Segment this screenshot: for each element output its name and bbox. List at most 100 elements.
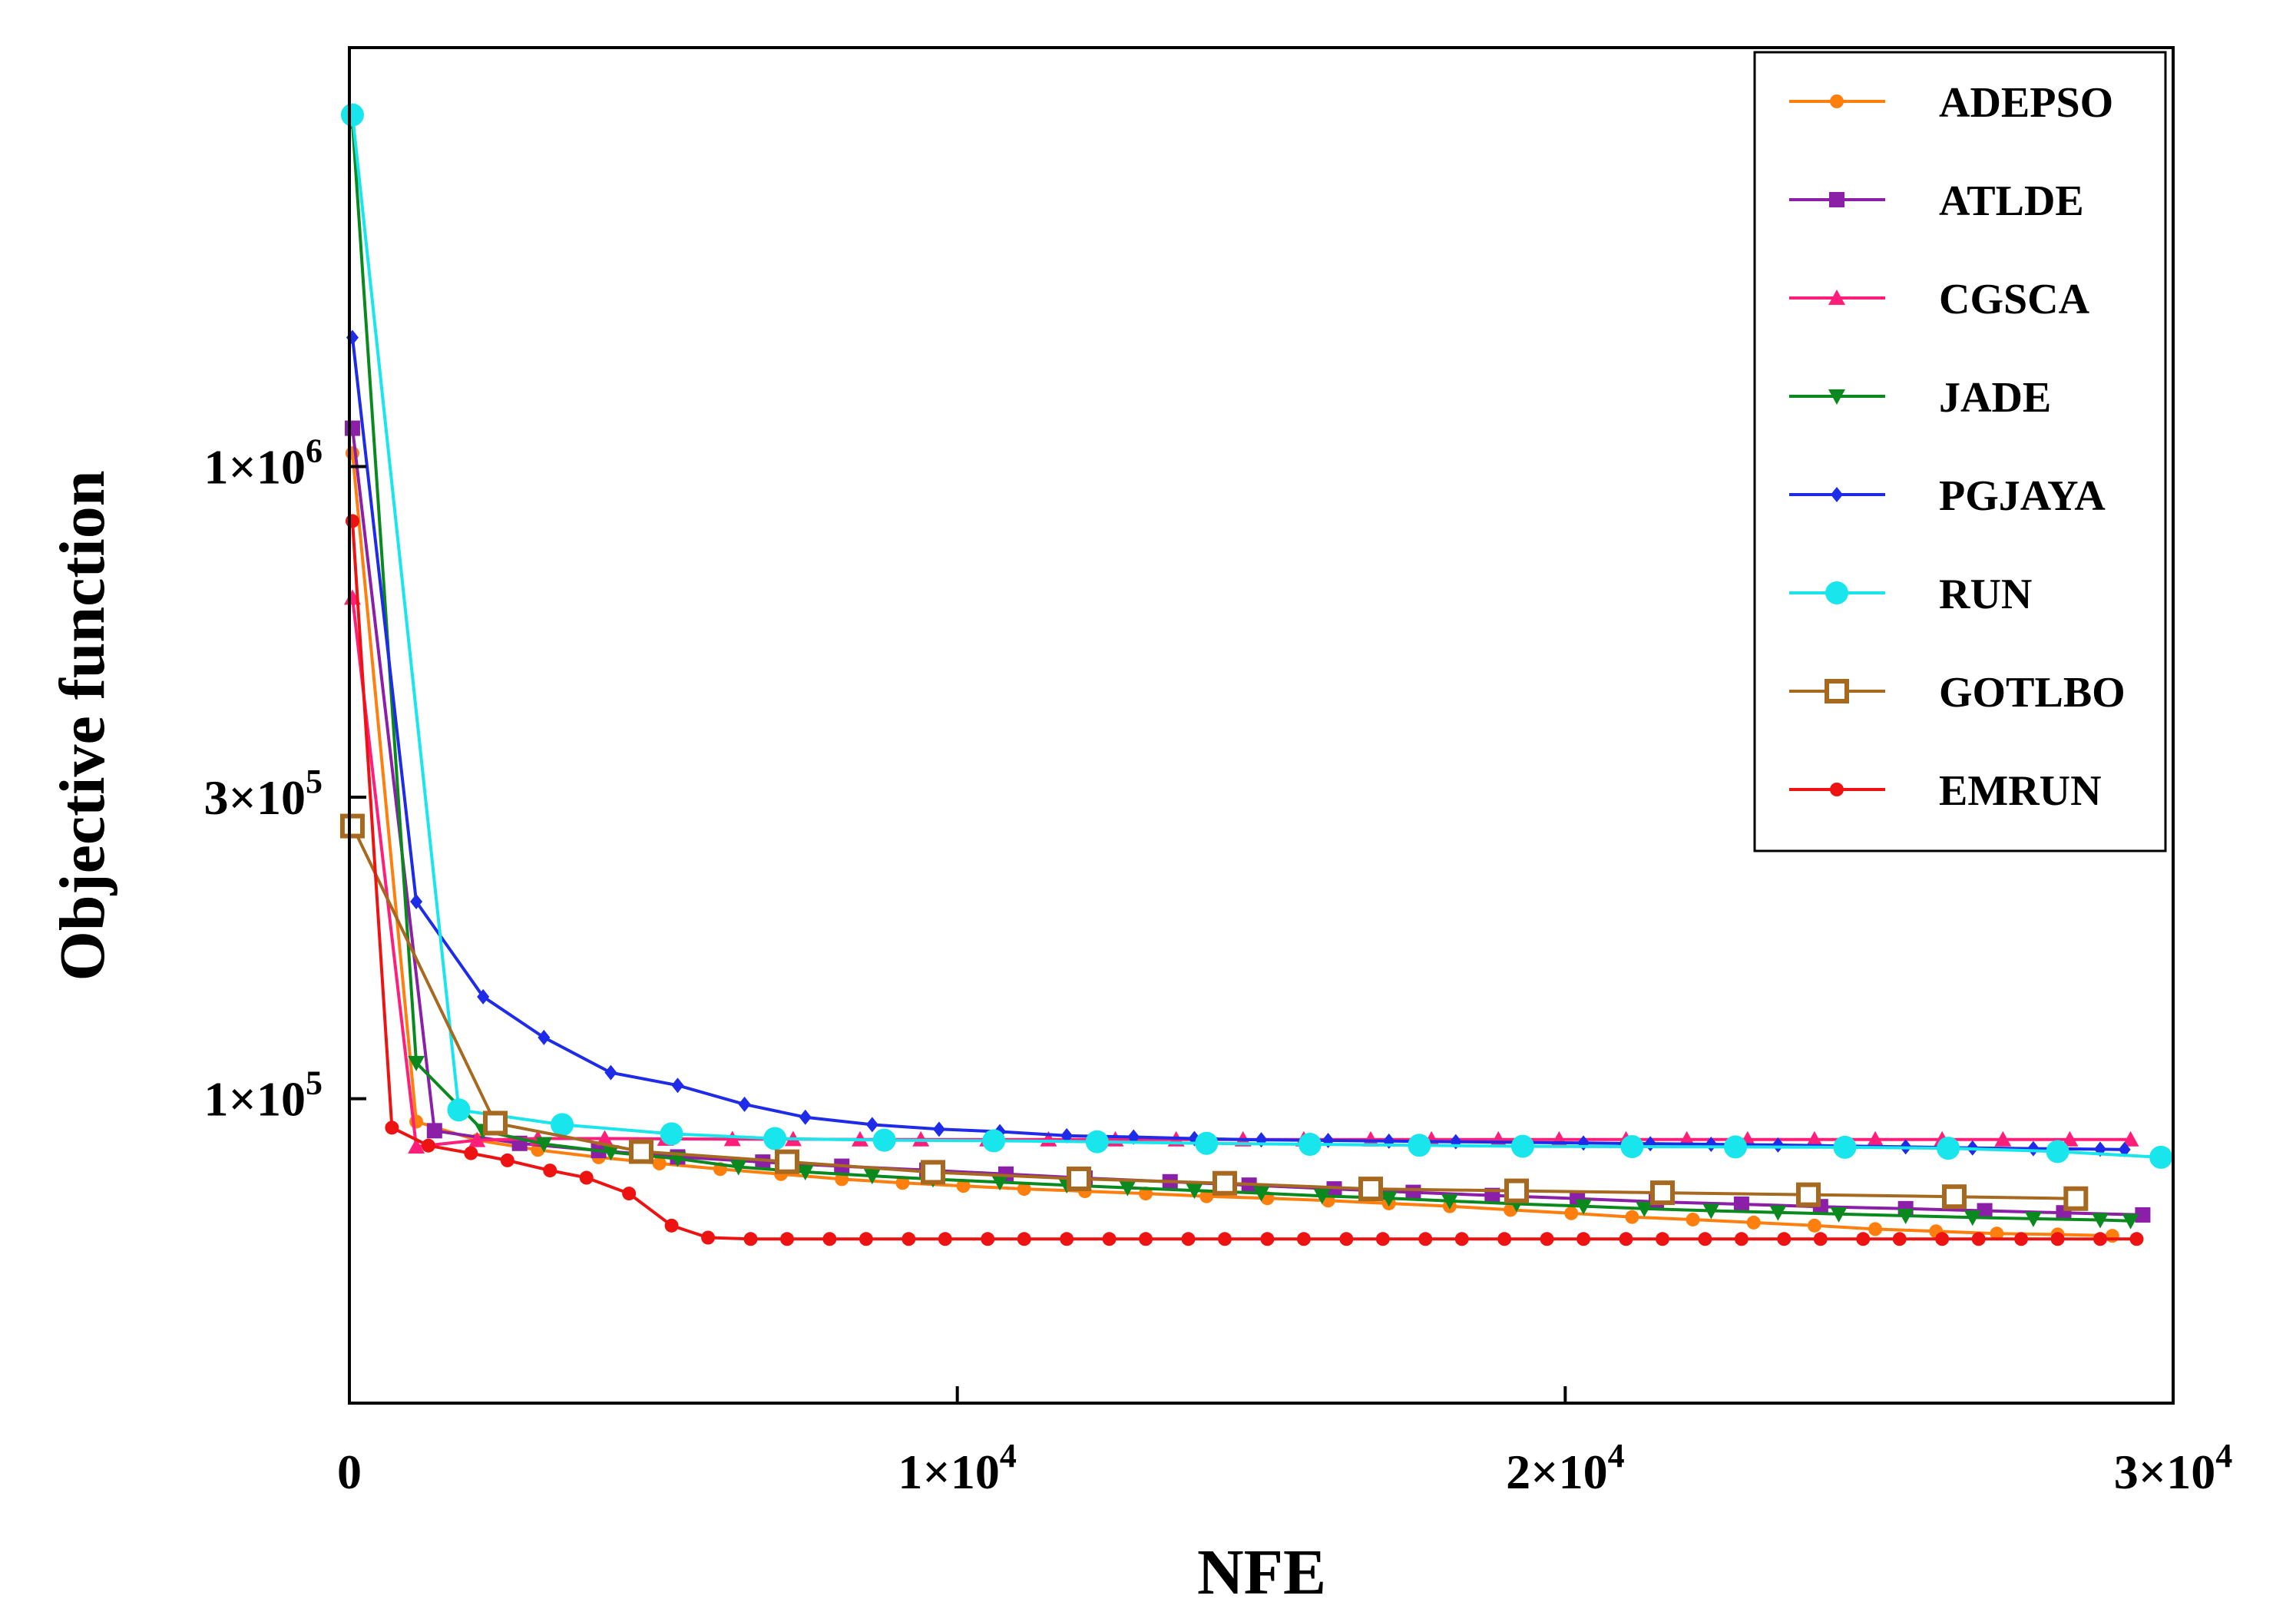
legend-item-pgjaya: PGJAYA	[1789, 472, 2106, 520]
point-emrun	[938, 1232, 952, 1246]
x-tick-label: 0	[337, 1445, 362, 1499]
legend-label: EMRUN	[1939, 767, 2102, 815]
point-emrun	[1139, 1232, 1153, 1246]
point-emrun	[421, 1138, 435, 1153]
point-emrun	[1454, 1232, 1469, 1246]
point-emrun	[1856, 1232, 1871, 1246]
point-gotlbo	[339, 813, 365, 839]
series-run	[340, 103, 2173, 1169]
point-run	[1937, 1137, 1960, 1160]
point-jade	[602, 1145, 620, 1161]
point-run	[660, 1122, 683, 1146]
point-pgjaya	[538, 1029, 551, 1045]
point-run	[2149, 1145, 2173, 1169]
point-pgjaya	[1772, 1137, 1785, 1153]
point-run	[340, 103, 364, 127]
point-jade	[729, 1160, 747, 1176]
point-cgsca	[2122, 1130, 2139, 1147]
point-jade	[1380, 1191, 1398, 1207]
point-adepso	[652, 1156, 667, 1170]
point-gotlbo	[1942, 1184, 1967, 1210]
point-run	[1724, 1135, 1747, 1159]
series-line-run	[351, 114, 2162, 1159]
legend-box	[1753, 51, 2167, 852]
point-jade	[1441, 1193, 1458, 1210]
point-emrun	[1418, 1232, 1433, 1246]
legend-marker	[1829, 192, 1844, 207]
y-tick-exponent: 5	[306, 1064, 323, 1102]
point-run	[1195, 1131, 1219, 1155]
point-jade	[1313, 1189, 1331, 1205]
legend-marker	[1830, 94, 1844, 108]
point-emrun	[743, 1232, 758, 1246]
point-cgsca	[596, 1130, 614, 1146]
point-emrun	[1181, 1232, 1196, 1246]
legend-label: RUN	[1939, 571, 2032, 618]
legend-marker	[1828, 389, 1845, 405]
legend-marker	[1828, 290, 1845, 305]
point-cgsca	[723, 1130, 741, 1147]
point-run	[2046, 1140, 2069, 1164]
point-jade	[863, 1169, 881, 1185]
legend-item-adepso: ADEPSO	[1789, 79, 2113, 127]
point-jade	[1252, 1186, 1270, 1202]
legend: ADEPSO ATLDE CGSCA JADE PGJAYA RUN GOTLBO EMRUN	[1753, 51, 2167, 852]
point-pgjaya	[1060, 1127, 1074, 1144]
point-jade	[1575, 1199, 1593, 1215]
legend-label: CGSCA	[1939, 276, 2090, 323]
y-tick-exponent: 5	[306, 763, 323, 800]
point-emrun	[1260, 1232, 1275, 1246]
point-cgsca	[2061, 1130, 2079, 1147]
point-jade	[1769, 1205, 1787, 1221]
point-gotlbo	[921, 1160, 945, 1185]
point-cgsca	[1805, 1130, 1823, 1147]
point-run	[872, 1128, 896, 1152]
point-emrun	[780, 1232, 794, 1246]
point-adepso	[1990, 1226, 2004, 1241]
point-adepso	[1017, 1182, 1031, 1197]
point-adepso	[895, 1176, 910, 1190]
point-run	[763, 1127, 787, 1150]
point-emrun	[1296, 1232, 1311, 1246]
point-jade	[1830, 1207, 1848, 1223]
point-jade	[408, 1055, 425, 1071]
point-pgjaya	[410, 894, 423, 910]
x-tick-exponent: 4	[2215, 1437, 2232, 1475]
legend-item-jade: JADE	[1789, 374, 2051, 422]
point-adepso	[1868, 1222, 1883, 1236]
point-jade	[2024, 1211, 2042, 1227]
y-tick-label: 1×106	[204, 432, 323, 495]
point-gotlbo	[1067, 1166, 1091, 1191]
point-jade	[1702, 1203, 1720, 1220]
x-tick-exponent: 4	[1000, 1437, 1017, 1475]
point-pgjaya	[477, 988, 490, 1005]
point-emrun	[1656, 1232, 1669, 1246]
point-adepso	[2105, 1229, 2119, 1243]
point-emrun	[1060, 1232, 1074, 1246]
point-jade	[1964, 1210, 1981, 1226]
point-pgjaya	[738, 1096, 751, 1112]
point-emrun	[1813, 1232, 1828, 1246]
point-emrun	[1218, 1232, 1232, 1246]
point-adepso	[956, 1179, 971, 1193]
x-axis-label: NFE	[1197, 1537, 1326, 1608]
y-tick-exponent: 6	[306, 432, 323, 470]
point-gotlbo	[1504, 1178, 1529, 1203]
point-atlde	[1977, 1203, 1993, 1219]
point-emrun	[1102, 1232, 1117, 1246]
legend-item-gotlbo: GOTLBO	[1789, 669, 2126, 717]
point-cgsca	[912, 1130, 930, 1147]
point-emrun	[1497, 1232, 1512, 1246]
point-jade	[535, 1137, 553, 1153]
legend-marker	[1825, 679, 1849, 703]
point-emrun	[859, 1232, 873, 1246]
series-layer	[339, 103, 2173, 1246]
legend-marker	[1830, 783, 1844, 796]
point-emrun	[385, 1121, 399, 1135]
point-emrun	[902, 1232, 916, 1246]
y-tick-label: 1×105	[204, 1064, 323, 1127]
point-run	[551, 1113, 574, 1137]
ticks-layer: 0 1×104 2×104 3×104 1×105 3×105 1×106	[204, 432, 2233, 1499]
point-run	[1085, 1130, 1109, 1154]
